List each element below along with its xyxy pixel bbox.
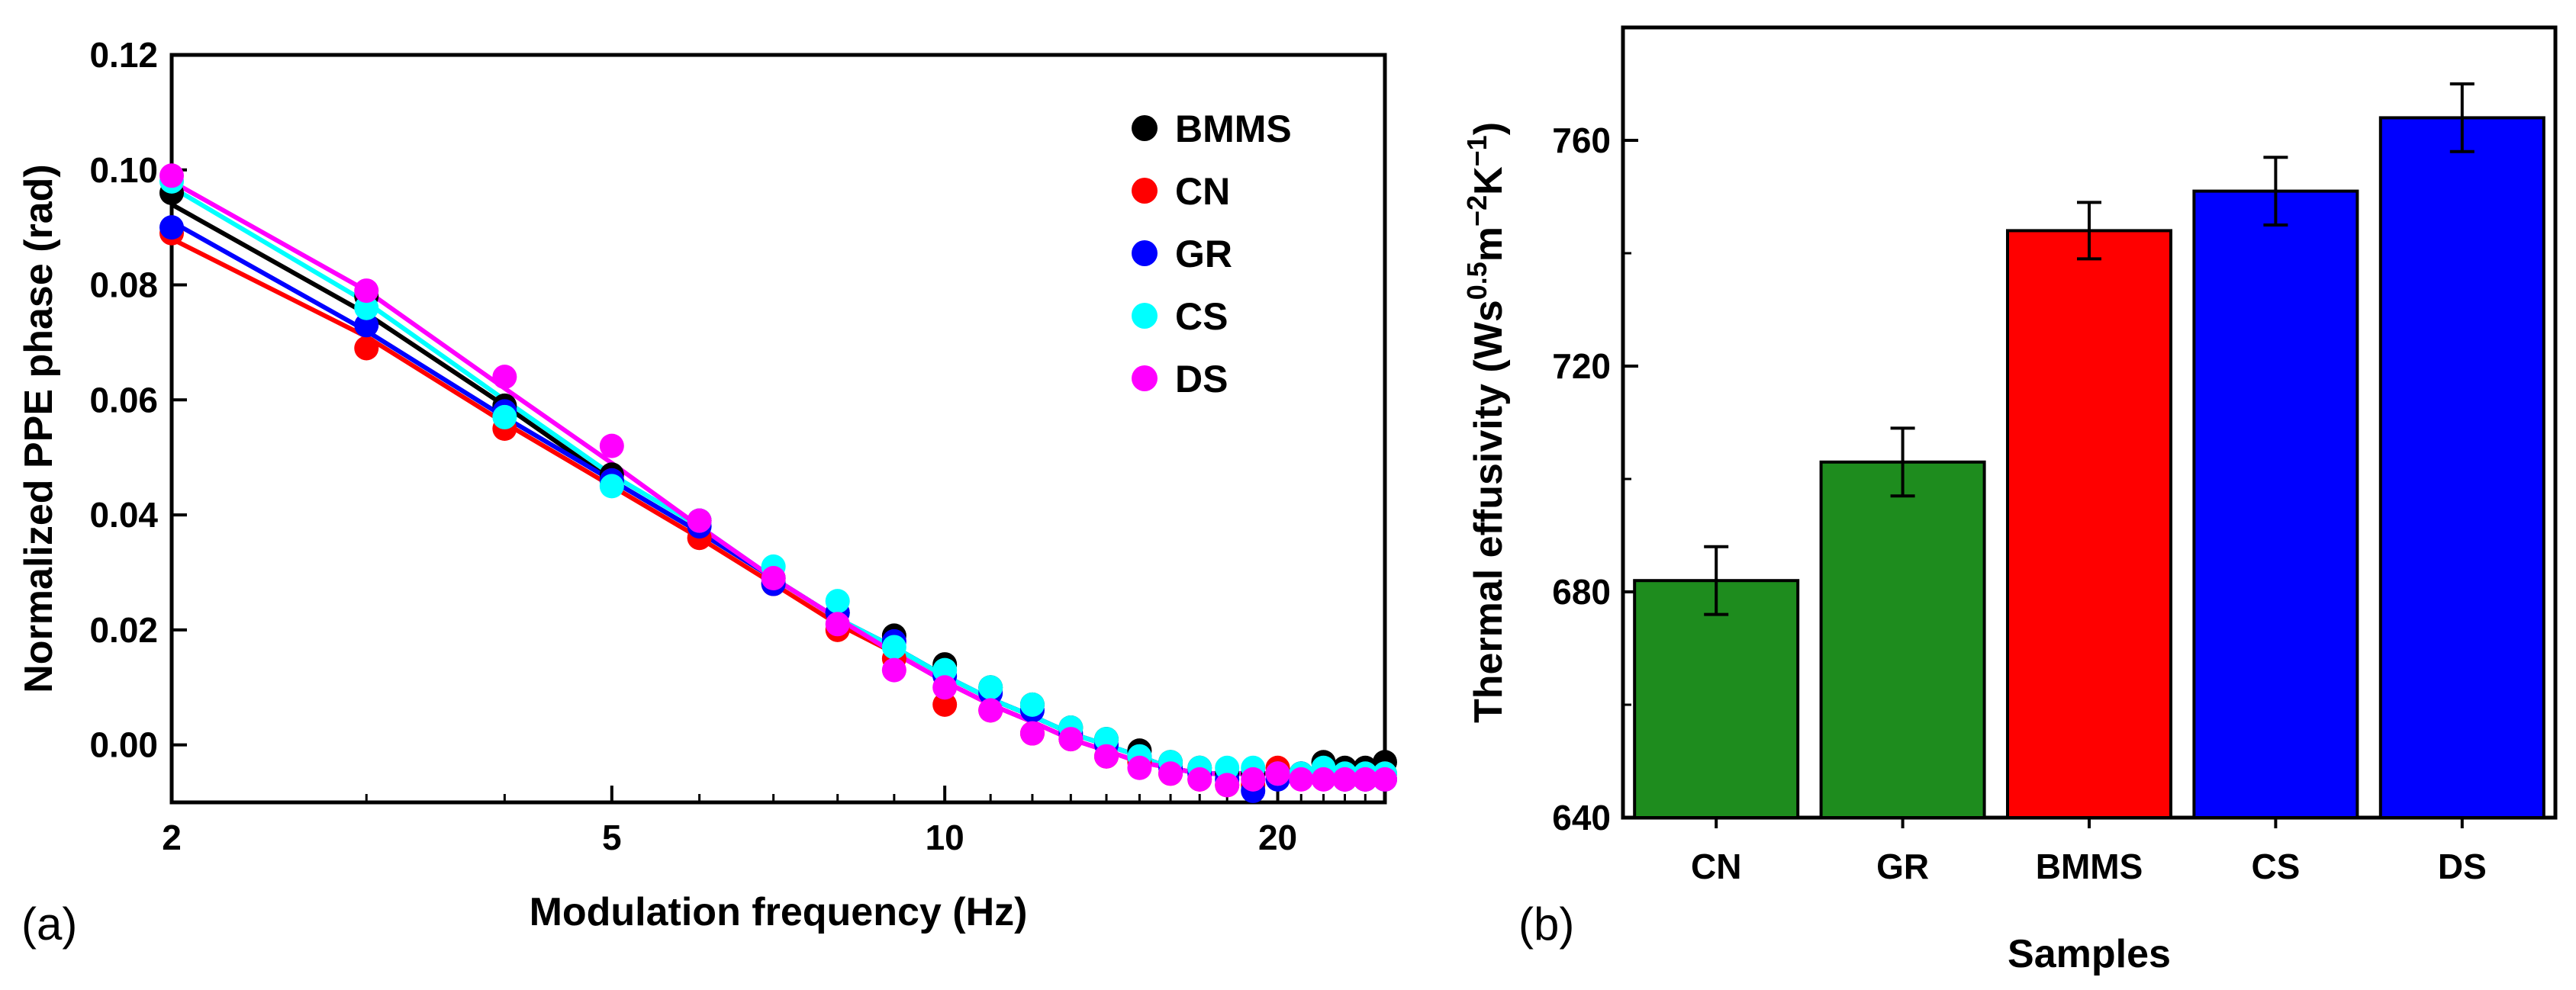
y-tick-label-a: 0.08 [89, 265, 158, 305]
y-tick-label-b: 680 [1552, 572, 1611, 612]
data-point-ds [825, 612, 850, 637]
data-point-cs [599, 474, 624, 499]
bar-gr [1819, 460, 1986, 819]
legend-label-bmms: BMMS [1175, 108, 1292, 150]
data-point-cn [932, 692, 958, 717]
legend-label-cs: CS [1175, 295, 1228, 338]
x-tick-label-cn: CN [1691, 847, 1741, 886]
y-axis-label-b-main: Thermal effusivity (Ws [1467, 300, 1511, 723]
x-tick-label-a: 5 [602, 818, 622, 857]
data-point-ds [932, 675, 958, 700]
data-point-ds [687, 508, 712, 533]
data-point-cs [978, 675, 1003, 700]
y-axis-label-b-mid2: K [1467, 166, 1511, 195]
data-point-ds [1373, 767, 1397, 792]
y-tick-label-b: 640 [1552, 798, 1611, 837]
bar-bmms [2006, 229, 2172, 819]
data-point-ds [1093, 744, 1119, 769]
data-point-ds [159, 163, 184, 188]
y-tick-label-a: 0.02 [89, 610, 158, 650]
data-point-cs [354, 295, 379, 320]
panel-label-a: (a) [21, 898, 77, 950]
data-point-ds [1332, 767, 1357, 792]
chart-panel-a: 0.00 0.02 0.04 0.06 0.08 0.10 0.12 2 5 10 20 BMMS… [17, 35, 1397, 950]
y-tick-label-a: 0.12 [89, 35, 158, 75]
legend-marker-bmms [1132, 115, 1158, 141]
y-tick-label-a: 0.10 [89, 150, 158, 190]
chart-panel-b: 640 680 720 760 CN GR BMMS CS DS Samples Therma… [1461, 25, 2558, 976]
legend-label-cn: CN [1175, 170, 1230, 213]
data-point-ds [1158, 761, 1183, 786]
legend-marker-ds [1132, 365, 1158, 391]
data-point-gr [354, 313, 379, 338]
y-axis-label-b-sup1: 0.5 [1461, 262, 1492, 300]
data-point-ds [1187, 767, 1212, 792]
fit-line-bmms [170, 202, 1385, 776]
data-point-ds [1127, 755, 1152, 780]
bar-cn [1633, 579, 1800, 819]
legend-marker-cn [1132, 178, 1158, 204]
y-tick-label-a: 0.00 [89, 725, 158, 765]
data-point-cs [1215, 755, 1240, 780]
panel-label-b: (b) [1518, 898, 1574, 950]
x-tick-label-ds: DS [2438, 847, 2487, 886]
y-axis-label-b-sup3: −1 [1461, 135, 1492, 166]
data-point-cs [1093, 727, 1119, 752]
data-point-cs [932, 657, 958, 683]
data-point-ds [761, 566, 786, 590]
x-tick-label-gr: GR [1876, 847, 1929, 886]
y-axis-label-b-end: ) [1467, 122, 1511, 135]
data-point-ds [1265, 761, 1290, 786]
plot-area-a [169, 53, 1387, 805]
bar-ds [2378, 116, 2545, 819]
x-tick-label-bmms: BMMS [2036, 847, 2143, 886]
data-point-gr [159, 215, 184, 240]
data-point-ds [881, 657, 906, 683]
x-tick-label-a: 20 [1258, 818, 1297, 857]
x-axis-label-a: Modulation frequency (Hz) [530, 890, 1028, 934]
data-point-ds [1215, 773, 1240, 798]
x-tick-label-a: 2 [162, 818, 182, 857]
data-point-ds [1311, 767, 1336, 792]
y-tick-label-a: 0.04 [89, 495, 158, 535]
data-point-ds [978, 698, 1003, 723]
data-point-ds [599, 433, 624, 458]
data-point-cs [825, 589, 850, 614]
x-tick-label-a: 10 [926, 818, 964, 857]
y-axis-label-b-sup2: −2 [1461, 195, 1492, 227]
x-axis-label-b: Samples [2008, 932, 2171, 976]
legend-label-ds: DS [1175, 358, 1228, 400]
y-axis-label-b-mid1: m [1467, 227, 1511, 262]
y-tick-label-b: 720 [1552, 346, 1611, 386]
legend-marker-gr [1132, 240, 1158, 266]
data-point-cs [1019, 692, 1045, 717]
y-tick-label-b: 760 [1552, 121, 1611, 160]
bar-cs [2192, 189, 2359, 820]
data-point-cs [881, 635, 906, 660]
data-point-ds [354, 278, 379, 304]
y-axis-label-a: Normalized PPE phase (rad) [17, 164, 61, 693]
data-point-ds [1289, 767, 1314, 792]
data-point-ds [1241, 767, 1266, 792]
data-point-ds [492, 365, 517, 390]
y-tick-label-a: 0.06 [89, 380, 158, 419]
x-tick-label-cs: CS [2251, 847, 2300, 886]
data-point-cs [492, 404, 517, 429]
data-point-ds [1353, 767, 1378, 792]
data-point-cn [354, 336, 379, 361]
y-axis-label-b: Thermal effusivity (Ws0.5m−2K−1) [1461, 122, 1511, 723]
legend-label-gr: GR [1175, 233, 1232, 275]
data-point-ds [1019, 721, 1045, 746]
legend-marker-cs [1132, 303, 1158, 329]
data-point-ds [1058, 727, 1084, 752]
